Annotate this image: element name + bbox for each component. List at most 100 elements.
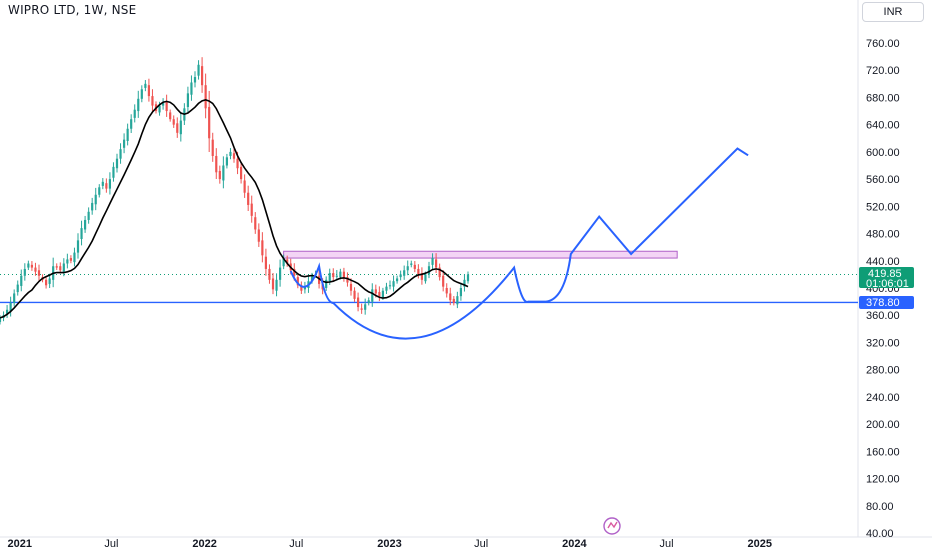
candle — [243, 174, 246, 198]
candle — [115, 153, 119, 173]
candle — [59, 262, 62, 274]
currency-button[interactable]: INR — [862, 2, 924, 22]
time-tick-label: 2025 — [747, 538, 771, 550]
price-tick-label: 80.00 — [866, 501, 894, 513]
candle — [23, 263, 26, 281]
price-tick-label: 680.00 — [866, 92, 900, 104]
candle — [193, 71, 197, 88]
candle — [353, 287, 356, 302]
candle — [190, 75, 193, 101]
price-tick-label: 760.00 — [866, 38, 900, 50]
candle — [300, 281, 303, 294]
candle — [342, 267, 346, 282]
price-badge: 419.85 01:06:01 — [859, 267, 914, 290]
candle — [431, 253, 434, 269]
price-tick-label: 520.00 — [866, 201, 900, 213]
candle — [161, 98, 165, 110]
candle — [257, 223, 260, 247]
candle — [232, 148, 236, 163]
cup-handle-drawing[interactable] — [289, 147, 749, 340]
time-tick-label: 2021 — [8, 538, 32, 550]
last-price-label: 419.85 — [868, 268, 902, 280]
price-tick-label: 480.00 — [866, 229, 900, 241]
candle — [55, 263, 58, 271]
candle — [20, 269, 23, 292]
candle — [452, 296, 455, 306]
price-tick-label: 640.00 — [866, 120, 900, 132]
price-tick-label: 240.00 — [866, 392, 900, 404]
candle — [122, 133, 126, 154]
candle — [413, 261, 416, 273]
candle — [30, 261, 34, 271]
resistance-zone[interactable] — [283, 250, 678, 259]
price-axis[interactable]: 760.00 720.00 680.00 640.00 600.00 560.00 520.… — [866, 38, 900, 540]
candle — [140, 85, 143, 103]
candle — [186, 86, 190, 113]
support-badge: 378.80 — [859, 296, 914, 309]
time-tick-label: Jul — [104, 538, 118, 550]
price-tick-label: 560.00 — [866, 174, 900, 186]
candle — [137, 90, 140, 118]
tradingview-logo-icon — [603, 517, 621, 535]
candle — [91, 197, 94, 215]
candle — [247, 185, 250, 212]
candle — [356, 292, 360, 312]
candle — [73, 247, 76, 267]
candle — [34, 262, 37, 276]
candle — [427, 261, 431, 279]
candle — [264, 248, 268, 276]
time-tick-label: Jul — [474, 538, 488, 550]
candle — [151, 89, 154, 112]
time-axis[interactable]: 2021 Jul 2022 Jul 2023 Jul 2024 Jul 2025 — [8, 538, 772, 550]
candlestick-series[interactable] — [0, 57, 470, 325]
candle — [261, 232, 264, 263]
candle — [165, 94, 168, 117]
candle — [48, 273, 51, 288]
price-tick-label: 720.00 — [866, 65, 900, 77]
candle — [5, 305, 9, 318]
price-tick-label: 360.00 — [866, 310, 900, 322]
candle — [200, 57, 204, 93]
candle — [222, 156, 225, 189]
candle — [385, 282, 388, 294]
candle — [271, 272, 275, 295]
candle — [225, 153, 229, 169]
candle — [325, 276, 328, 291]
candle — [172, 115, 175, 128]
candle — [349, 278, 353, 296]
candle — [66, 253, 69, 269]
candle — [282, 254, 285, 270]
bar-countdown-label: 01:06:01 — [866, 278, 909, 290]
candle — [204, 73, 207, 119]
candle — [27, 260, 30, 271]
price-tick-label: 280.00 — [866, 365, 900, 377]
support-price-label: 378.80 — [866, 297, 900, 309]
time-tick-label: 2022 — [192, 538, 216, 550]
candle — [112, 162, 115, 182]
candle — [179, 112, 182, 142]
candle — [296, 273, 299, 289]
candle — [410, 260, 413, 268]
candle — [119, 143, 122, 164]
candle — [250, 195, 253, 223]
candle — [37, 264, 41, 281]
candle — [62, 258, 65, 277]
candle — [69, 255, 73, 264]
candle — [388, 280, 392, 290]
candle — [13, 289, 16, 307]
candle — [392, 275, 395, 292]
candle — [239, 161, 243, 184]
candle — [395, 275, 399, 284]
candle — [197, 60, 200, 80]
candle — [76, 233, 80, 259]
price-tick-label: 40.00 — [866, 528, 894, 540]
candle — [176, 117, 179, 138]
candle — [44, 276, 48, 289]
candle — [147, 78, 151, 102]
candle — [218, 165, 221, 184]
candle — [456, 291, 459, 309]
candle — [278, 259, 282, 287]
candle — [346, 272, 349, 287]
price-tick-label: 160.00 — [866, 446, 900, 458]
